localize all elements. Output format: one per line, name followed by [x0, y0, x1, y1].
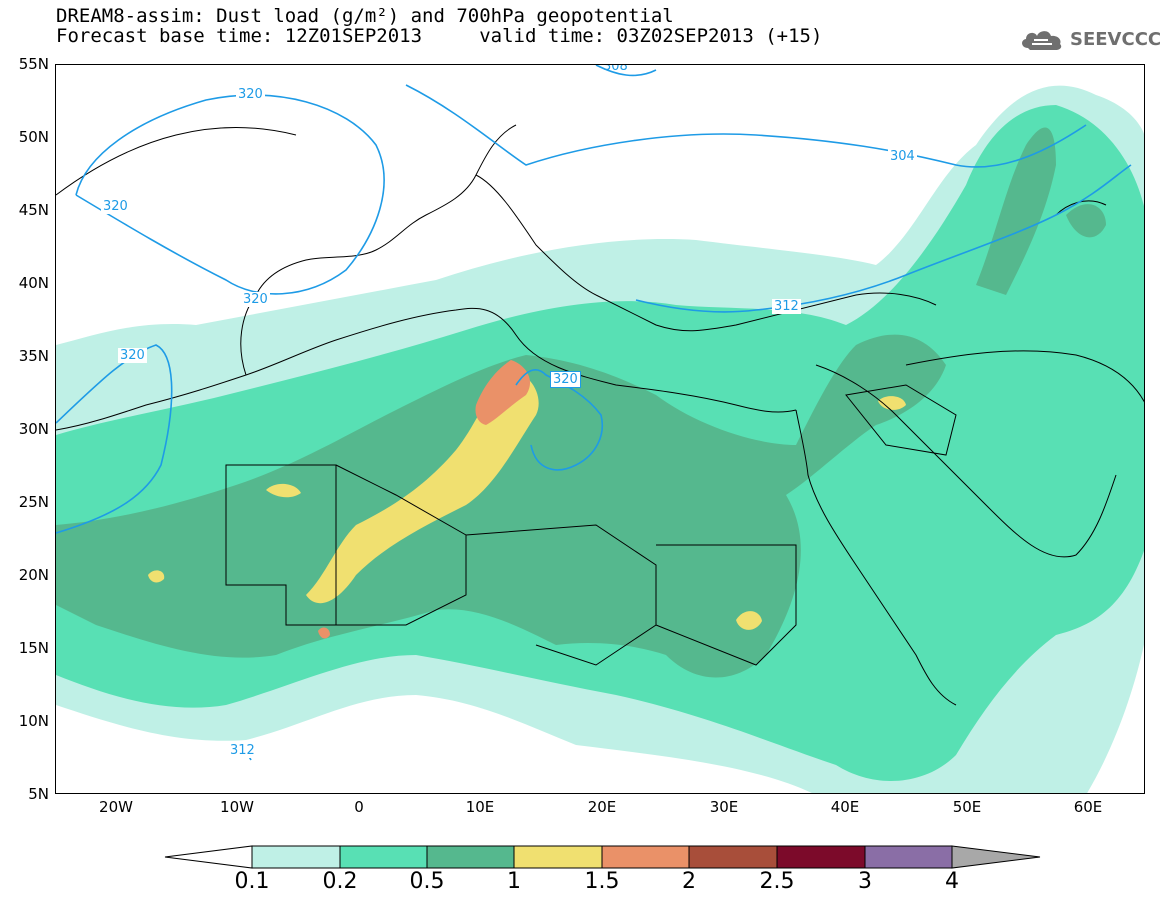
contour-label: 312	[772, 299, 801, 314]
colorbar-label: 0.2	[322, 869, 358, 894]
lat-label: 40N	[18, 274, 49, 292]
contour-label: 320	[550, 371, 581, 388]
lon-label: 10W	[220, 798, 254, 816]
colorbar-label: 1	[507, 869, 521, 894]
contour-label: 312	[228, 743, 257, 758]
colorbar	[164, 845, 1041, 869]
lon-label: 10E	[465, 798, 495, 816]
contour-label: 320	[118, 348, 147, 363]
logo-text: SEEVCCC	[1070, 28, 1162, 50]
lat-label: 45N	[18, 201, 49, 219]
lon-label: 20W	[99, 798, 133, 816]
contour-label: 308	[603, 64, 628, 74]
lat-label: 20N	[18, 566, 49, 584]
dust-layer-1-d	[878, 396, 906, 410]
colorbar-high-end	[951, 845, 1041, 869]
contour-label: 320	[236, 87, 265, 102]
lat-label: 50N	[18, 128, 49, 146]
colorbar-segment-0.1	[251, 845, 341, 869]
lon-label: 60E	[1073, 798, 1103, 816]
map-canvas	[56, 65, 1144, 793]
colorbar-segment-2	[688, 845, 778, 869]
lat-label: 10N	[18, 712, 49, 730]
colorbar-label: 1.5	[584, 869, 620, 894]
lat-label: 15N	[18, 639, 49, 657]
colorbar-label: 0.1	[234, 869, 270, 894]
lat-label: 25N	[18, 493, 49, 511]
colorbar-segment-1.5	[601, 845, 690, 869]
dust-load-map: 320 320 320 320 312 312 304 320 308	[55, 64, 1145, 794]
contour-label: 320	[241, 292, 270, 307]
dust-layer-1-a	[266, 483, 301, 498]
lat-label: 5N	[28, 785, 49, 803]
colorbar-label: 2	[682, 869, 696, 894]
dust-layer-1.5	[475, 360, 531, 425]
lat-label: 35N	[18, 347, 49, 365]
lon-label: 0	[354, 798, 364, 816]
cloud-logo-icon	[1022, 31, 1062, 50]
geopotential-contours	[56, 65, 1132, 761]
lon-label: 20E	[587, 798, 617, 816]
colorbar-segment-1	[513, 845, 603, 869]
dust-layer-1	[306, 373, 539, 604]
colorbar-label: 2.5	[759, 869, 795, 894]
lon-label: 40E	[830, 798, 860, 816]
contour-label: 320	[101, 199, 130, 214]
colorbar-label: 4	[945, 869, 959, 894]
colorbar-segment-0.5	[426, 845, 515, 869]
colorbar-segment-0.2	[339, 845, 428, 869]
colorbar-segment-3	[864, 845, 953, 869]
lat-label: 55N	[18, 55, 49, 73]
map-title: DREAM8-assim: Dust load (g/m²) and 700hP…	[56, 5, 674, 27]
lon-label: 30E	[709, 798, 739, 816]
dust-layer-1-b	[148, 570, 165, 583]
dust-layer-0.5-north	[976, 127, 1056, 295]
dust-layer-1.5-b	[318, 627, 330, 639]
contour-label: 304	[888, 149, 917, 164]
lat-label: 30N	[18, 420, 49, 438]
lon-label: 50E	[952, 798, 982, 816]
forecast-time-line: Forecast base time: 12Z01SEP2013 valid t…	[56, 25, 823, 47]
colorbar-segment-2.5	[776, 845, 866, 869]
dust-layer-0.5-east	[1066, 204, 1106, 238]
dust-layer-0.5	[56, 334, 946, 678]
coastlines	[56, 124, 1144, 706]
seevccc-logo: SEEVCCC	[1018, 26, 1161, 52]
colorbar-label: 0.5	[409, 869, 445, 894]
dust-layer-1-c	[736, 611, 762, 630]
colorbar-low-end	[164, 845, 253, 869]
colorbar-label: 3	[858, 869, 872, 894]
